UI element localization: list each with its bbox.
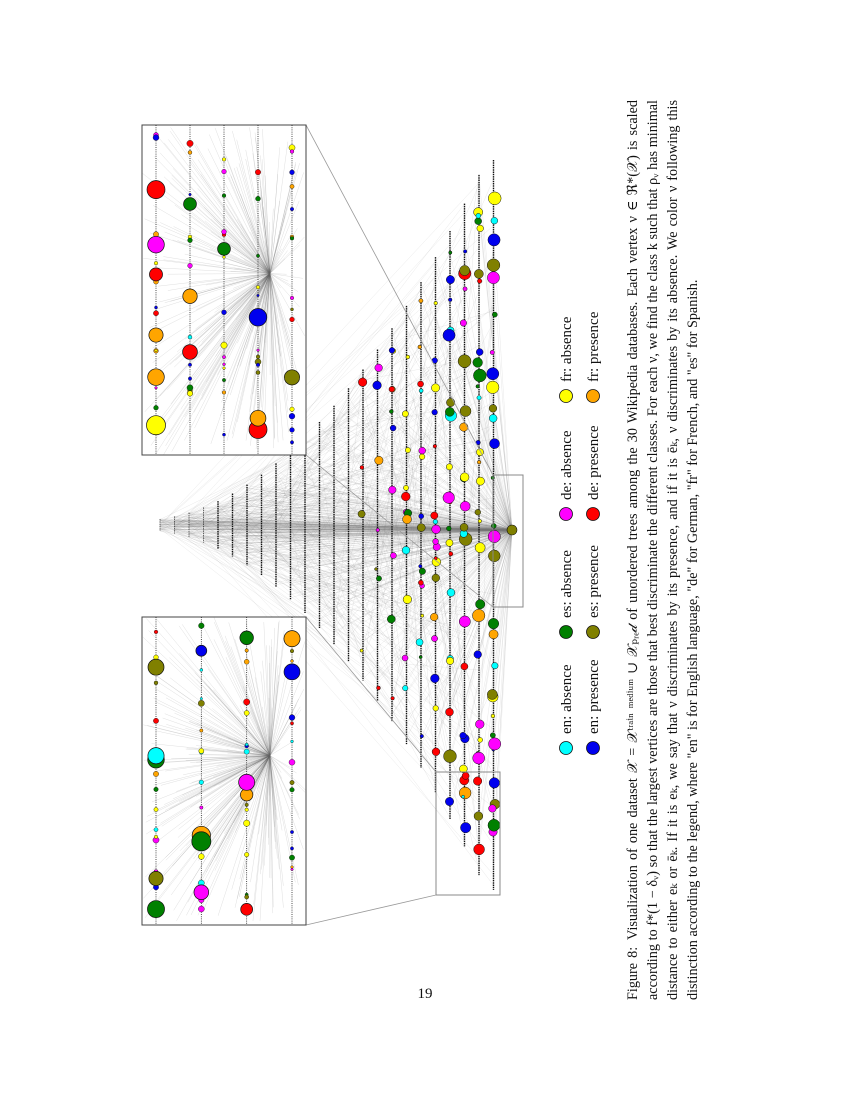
zoom-region-bottom [435, 771, 501, 896]
zoom-region-top [492, 474, 524, 608]
legend-entry: es: absence [559, 550, 575, 639]
figure-caption: Figure 8: Visualization of one dataset 𝒳… [623, 100, 743, 1000]
legend: en: absence en: presence es: absence es: pr… [559, 311, 602, 755]
legend-swatch [559, 389, 573, 403]
legend-label: es: absence [559, 550, 575, 618]
legend-swatch [586, 507, 600, 521]
page-number: 19 [417, 986, 433, 1002]
legend-label: fr: absence [559, 316, 575, 382]
legend-entry: es: presence [586, 545, 602, 639]
legend-label: fr: presence [586, 311, 602, 382]
legend-swatch [559, 741, 573, 755]
zoom-connector [305, 454, 494, 608]
legend-label: es: presence [586, 545, 602, 618]
legend-swatch [559, 625, 573, 639]
legend-entry: de: absence [559, 430, 575, 521]
legend-label: en: presence [586, 659, 602, 734]
legend-label: de: absence [559, 430, 575, 500]
zoom-connector [305, 124, 494, 476]
zoom-connector [305, 894, 437, 926]
legend-entry: de: presence [586, 425, 602, 521]
dag-vertices [357, 191, 518, 856]
legend-swatch [586, 741, 600, 755]
legend-label: en: absence [559, 664, 575, 734]
legend-swatch [586, 625, 600, 639]
legend-entry: en: presence [586, 659, 602, 755]
legend-swatch [559, 507, 573, 521]
legend-entry: fr: presence [586, 311, 602, 403]
legend-entry: en: absence [559, 664, 575, 755]
legend-entry: fr: absence [559, 316, 575, 403]
legend-swatch [586, 389, 600, 403]
zoom-connector [305, 616, 437, 773]
caption-text: Visualization of one dataset 𝒳 = 𝒳ᵗʳᵃⁱⁿ … [625, 99, 701, 1000]
inset-zoom-bottom [141, 616, 307, 926]
legend-label: de: presence [586, 425, 602, 500]
inset-zoom-top [141, 124, 307, 456]
